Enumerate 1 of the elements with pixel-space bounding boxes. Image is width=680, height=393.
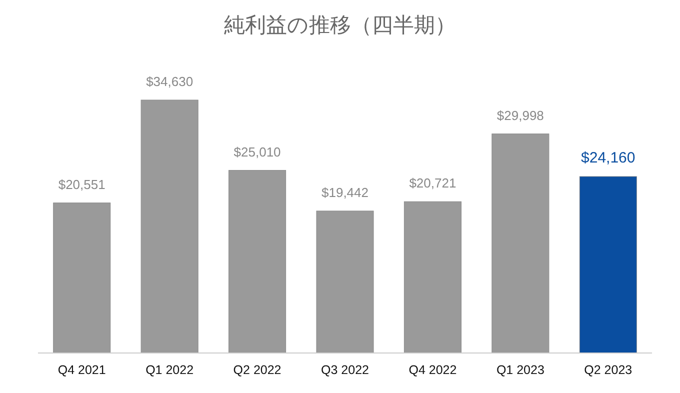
title: 純利益の推移（四半期） [224,14,456,37]
